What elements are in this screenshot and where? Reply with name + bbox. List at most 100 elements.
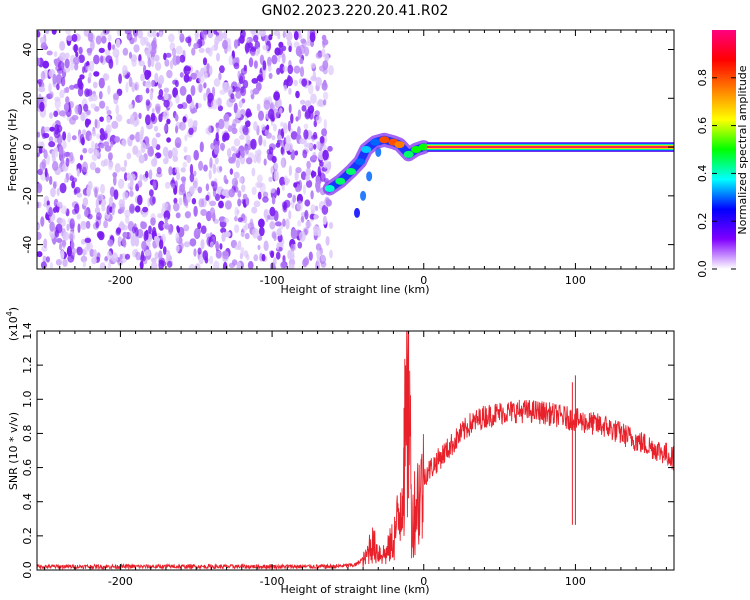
noise-blob [319,65,326,72]
noise-blob [99,262,106,269]
noise-blob [141,240,147,251]
colorbar-tick-label: 0.8 [696,69,709,87]
noise-blob [89,161,97,171]
noise-blob [322,149,329,161]
noise-blob [288,103,292,114]
noise-blob [99,100,106,109]
noise-blob [270,188,276,194]
noise-blob [98,91,103,100]
noise-blob [171,147,178,158]
noise-blob [37,231,42,240]
noise-blob [222,250,229,260]
noise-blob [50,187,56,198]
noise-blob [134,236,140,247]
ridge-point [345,167,356,175]
noise-blob [235,90,242,99]
noise-blob [289,143,293,153]
noise-blob [261,123,266,131]
noise-blob [297,220,302,227]
noise-blob [43,238,48,249]
noise-blob [85,118,92,126]
noise-blob [138,60,145,67]
noise-blob [94,207,101,214]
noise-blob [315,115,322,124]
noise-blob [253,254,259,262]
noise-blob [42,60,50,69]
noise-blob [89,248,95,257]
noise-blob [273,170,279,182]
colorbar-tick-label: 0.4 [696,165,709,183]
ridge-point [335,177,346,185]
noise-blob [156,32,160,38]
noise-blob [219,243,223,250]
noise-blob [108,197,112,205]
noise-blob [107,34,112,42]
noise-blob [193,248,197,257]
noise-blob [134,83,138,91]
noise-blob [60,218,66,227]
noise-blob [310,62,316,69]
noise-blob [105,105,110,111]
noise-blob [199,141,204,153]
noise-blob [299,58,304,65]
noise-blob [211,44,218,52]
noise-blob [210,142,215,150]
noise-blob [213,260,220,269]
ridge-point [361,146,372,153]
noise-blob [319,161,325,167]
noise-blob [221,232,226,242]
noise-blob [236,261,242,269]
noise-blob [88,147,94,154]
noise-blob [149,195,155,206]
noise-blob [152,180,157,190]
noise-blob [85,89,93,96]
noise-blob [130,236,136,247]
noise-blob [247,222,255,230]
noise-blob [188,264,196,269]
snr-panel: -200 -100 0 100 0.0 0.2 0.4 0.6 0.8 1.0 1.2 1.4 Hei… [5,307,675,596]
noise-blob [49,262,53,269]
noise-blob [126,172,131,181]
noise-blob [51,150,56,159]
ridge-point [324,185,335,193]
noise-blob [257,191,262,200]
noise-blob [197,186,203,194]
noise-blob [149,90,153,101]
noise-blob [310,93,317,104]
noise-blob [148,44,152,52]
noise-blob [301,105,307,112]
noise-blob [78,54,85,63]
snr-ticks: -200 -100 0 100 0.0 0.2 0.4 0.6 0.8 1.0 1.2 1.4 [21,322,674,588]
noise-blob [38,81,42,88]
noise-blob [69,62,75,71]
noise-blob [238,176,244,184]
noise-blob [59,242,62,251]
noise-blob [128,76,133,88]
noise-blob [319,136,325,144]
noise-blob [312,225,319,232]
noise-blob [53,58,58,64]
noise-blob [267,151,274,161]
noise-blob [148,225,152,234]
noise-blob [168,33,175,43]
noise-blob [205,183,210,192]
noise-blob [180,176,187,182]
noise-blob [194,31,199,43]
noise-blob [215,250,223,260]
noise-blob [302,184,307,195]
noise-blob [179,183,186,193]
noise-blob [297,241,303,249]
noise-blob [184,66,192,72]
noise-blob [139,174,143,182]
noise-blob [277,47,284,56]
snr-y-multiplier: (x104) [5,307,20,341]
noise-blob [54,229,60,238]
noise-blob [221,189,229,197]
noise-blob [101,35,107,44]
noise-blob [233,148,239,154]
noise-blob [239,252,243,260]
noise-blob [163,124,168,133]
noise-blob [58,145,64,155]
noise-blob [132,226,137,234]
noise-blob [284,143,291,152]
